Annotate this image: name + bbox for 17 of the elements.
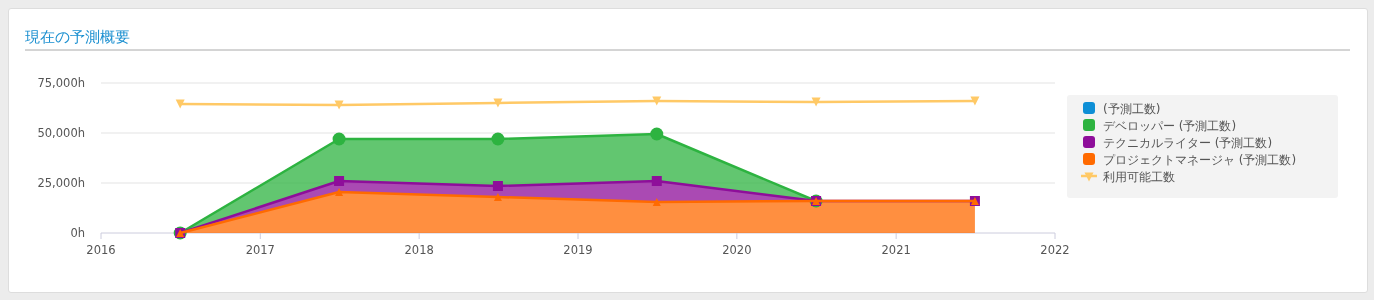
x-tick-label: 2021: [881, 243, 911, 257]
legend-label: デベロッパー (予測工数): [1103, 119, 1237, 133]
x-tick-label: 2019: [563, 243, 593, 257]
x-tick-label: 2016: [86, 243, 116, 257]
y-tick-label: 75,000h: [37, 76, 85, 90]
y-tick-label: 0h: [70, 226, 85, 240]
legend-label: 利用可能工数: [1103, 170, 1175, 184]
y-tick-label: 50,000h: [37, 126, 85, 140]
legend-label: (予測工数): [1103, 102, 1161, 116]
legend-label: テクニカルライター (予測工数): [1103, 136, 1273, 150]
legend-label: プロジェクトマネージャ (予測工数): [1103, 153, 1297, 167]
y-tick-label: 25,000h: [37, 176, 85, 190]
x-tick-label: 2017: [245, 243, 275, 257]
x-tick-label: 2020: [722, 243, 752, 257]
x-tick-label: 2018: [404, 243, 434, 257]
x-tick-label: 2022: [1040, 243, 1070, 257]
chart-title: 現在の予測概要: [25, 28, 130, 46]
